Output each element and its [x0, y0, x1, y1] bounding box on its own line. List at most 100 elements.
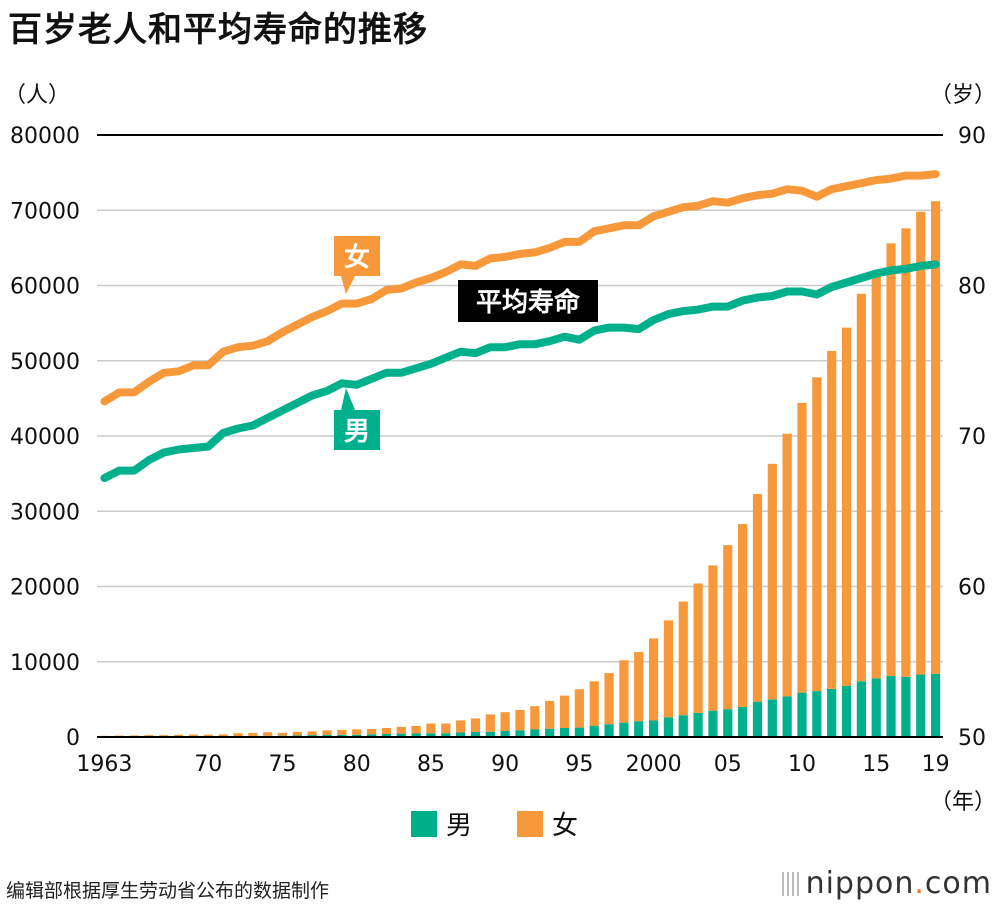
- bar-female: [263, 732, 273, 736]
- bar-female: [411, 725, 421, 734]
- label-female-text: 女: [344, 242, 370, 273]
- label-male-pointer: [341, 388, 355, 410]
- bar-female: [396, 726, 406, 734]
- bar-male: [485, 731, 495, 737]
- logo-text: nippon: [805, 866, 915, 901]
- bar-female: [159, 735, 169, 737]
- bar-female: [930, 201, 941, 674]
- bar-male: [470, 731, 481, 737]
- bar-female: [322, 730, 332, 735]
- bar-male: [678, 715, 688, 737]
- bar-female: [470, 718, 481, 732]
- bar-female: [574, 689, 584, 728]
- left-tick-label: 30000: [10, 500, 80, 525]
- bar-female: [708, 565, 718, 711]
- bar-male: [604, 724, 614, 737]
- bar-male: [886, 676, 896, 737]
- x-tick-label: 15: [862, 752, 890, 777]
- bar-female: [738, 524, 748, 707]
- bar-female: [916, 211, 926, 675]
- x-tick-label: 80: [343, 752, 371, 777]
- bar-male: [752, 701, 763, 737]
- logo-suffix: com: [924, 866, 992, 901]
- bar-male: [574, 727, 584, 737]
- bar-female: [678, 601, 688, 716]
- bar-female: [827, 350, 837, 689]
- left-tick-label: 60000: [10, 275, 80, 300]
- legend-swatch-male: [411, 811, 437, 837]
- bar-female: [797, 402, 807, 693]
- bar-female: [604, 673, 614, 725]
- left-axis-unit: （人）: [4, 83, 70, 108]
- bar-female: [530, 706, 540, 730]
- label-avg-text: 平均寿命: [476, 287, 581, 318]
- left-tick-label: 80000: [10, 124, 80, 149]
- bar-female: [545, 700, 555, 729]
- x-tick-label: 10: [788, 752, 816, 777]
- bar-male: [500, 730, 510, 737]
- right-tick-label: 70: [958, 425, 986, 450]
- label-female-pointer: [341, 276, 355, 294]
- bar-male: [663, 717, 674, 737]
- bar-female: [752, 493, 763, 702]
- bar-male: [589, 725, 599, 737]
- bar-female: [218, 734, 228, 737]
- bar-male: [812, 691, 822, 737]
- bar-male: [930, 673, 941, 737]
- bar-female: [767, 463, 777, 700]
- bar-male: [708, 710, 718, 737]
- bar-male: [366, 734, 377, 737]
- bar-male: [559, 727, 570, 737]
- bar-female: [381, 727, 392, 734]
- bar-female: [248, 732, 258, 736]
- left-tick-label: 50000: [10, 350, 80, 375]
- bar-female: [426, 723, 436, 734]
- x-tick-label: 1963: [76, 752, 132, 777]
- bar-female: [648, 638, 659, 721]
- bar-female: [515, 709, 525, 731]
- label-male-box: [334, 410, 380, 450]
- bar-female: [366, 728, 377, 735]
- bar-female: [619, 660, 629, 723]
- bar-female: [782, 433, 792, 697]
- bar-female: [856, 293, 866, 682]
- bar-male: [738, 706, 748, 737]
- bar-female: [485, 714, 495, 732]
- bar-female: [188, 734, 199, 737]
- left-tick-label: 10000: [10, 651, 80, 676]
- left-tick-label: 40000: [10, 425, 80, 450]
- logo-dot: .: [914, 866, 925, 901]
- legend-label-female: 女: [552, 811, 578, 841]
- bar-male: [797, 692, 807, 737]
- left-tick-label: 0: [66, 726, 80, 751]
- x-tick-label: 85: [417, 752, 445, 777]
- bar-female: [500, 712, 510, 731]
- bar-female: [277, 732, 288, 736]
- bar-male: [426, 733, 436, 737]
- right-tick-label: 90: [958, 124, 986, 149]
- bar-female: [634, 651, 644, 722]
- bar-female: [307, 731, 317, 736]
- legend-label-male: 男: [446, 811, 472, 841]
- bar-male: [456, 732, 466, 737]
- bar-male: [723, 709, 733, 737]
- bar-male: [871, 678, 881, 737]
- bar-female: [693, 583, 703, 713]
- bar-male: [782, 696, 792, 737]
- bar-female: [352, 729, 362, 735]
- bar-female: [841, 327, 852, 686]
- bar-male: [767, 699, 777, 737]
- bar-female: [233, 733, 243, 737]
- bar-male: [901, 676, 911, 737]
- bar-female: [901, 228, 911, 677]
- bar-female: [292, 731, 302, 736]
- bar-female: [441, 723, 451, 734]
- chart: 0 10000 20000 30000 40000 50000 60000 70000 8000…: [4, 83, 996, 841]
- x-axis-unit: （年）: [930, 790, 996, 815]
- bar-male: [634, 721, 644, 737]
- bar-female: [886, 243, 896, 677]
- bar-female: [174, 734, 184, 737]
- bar-female: [456, 720, 466, 733]
- bar-female: [663, 620, 674, 718]
- page-title: 百岁老人和平均寿命的推移: [8, 10, 428, 50]
